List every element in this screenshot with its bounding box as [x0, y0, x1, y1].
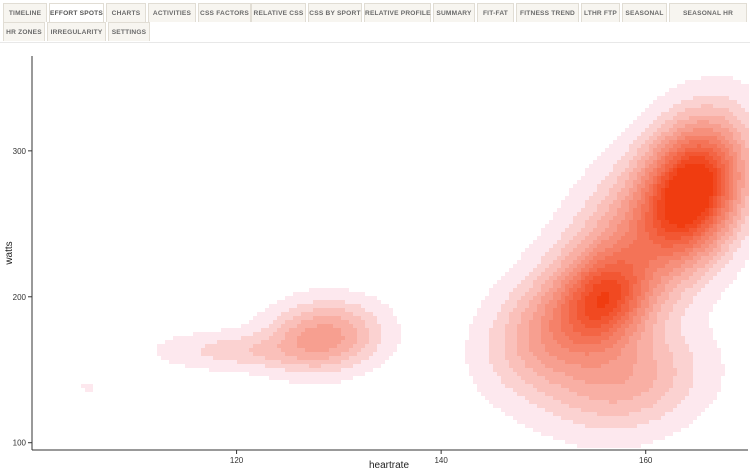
density-layer	[81, 76, 749, 448]
tab-charts[interactable]: CHARTS	[106, 3, 146, 22]
x-axis-title: heartrate	[369, 460, 409, 471]
tab-effort-spots[interactable]: EFFORT SPOTS	[49, 3, 104, 22]
tab-settings[interactable]: SETTINGS	[108, 22, 150, 41]
x-ticks: 120 140 160	[230, 450, 653, 465]
x-tick-label: 120	[230, 456, 244, 465]
y-tick-label: 100	[13, 439, 27, 448]
tab-activities[interactable]: ACTIVITIES	[148, 3, 196, 22]
tab-lthr-ftp[interactable]: LTHR FTP	[581, 3, 620, 22]
tab-irregularity[interactable]: IRREGULARITY	[47, 22, 106, 41]
y-tick-label: 200	[13, 293, 27, 302]
tab-seasonal[interactable]: SEASONAL	[622, 3, 667, 22]
tab-fit-fat[interactable]: FIT-FAT	[477, 3, 514, 22]
y-tick-label: 300	[13, 147, 27, 156]
tab-relative-profile[interactable]: RELATIVE PROFILE	[364, 3, 431, 22]
density-band-2	[201, 96, 749, 428]
tab-bar: TIMELINE EFFORT SPOTS CHARTS ACTIVITIES CSS …	[0, 0, 750, 43]
density-band-5	[297, 120, 745, 384]
tab-summary[interactable]: SUMMARY	[433, 3, 475, 22]
tab-fitness-trend[interactable]: FITNESS TREND	[516, 3, 579, 22]
density-band-1	[81, 76, 749, 448]
y-axis-title: watts	[4, 241, 15, 265]
x-tick-label: 140	[434, 456, 448, 465]
tab-css-factors[interactable]: CSS FACTORS	[198, 3, 251, 22]
y-ticks: 100 200 300	[13, 147, 32, 448]
tab-hr-zones[interactable]: HR ZONES	[3, 22, 45, 41]
effort-spots-chart: 120 140 160 100 200 300 heartrate watts	[4, 56, 749, 471]
density-band-8	[561, 140, 729, 344]
tab-css-by-sport[interactable]: CSS BY SPORT	[308, 3, 362, 22]
density-band-7	[549, 136, 733, 356]
tab-relative-css[interactable]: RELATIVE CSS	[251, 3, 306, 22]
tab-timeline[interactable]: TIMELINE	[3, 3, 47, 22]
density-band-3	[249, 104, 749, 416]
x-tick-label: 160	[639, 456, 653, 465]
tab-seasonal-hr[interactable]: SEASONAL HR	[669, 3, 747, 22]
density-band-12	[597, 164, 713, 308]
